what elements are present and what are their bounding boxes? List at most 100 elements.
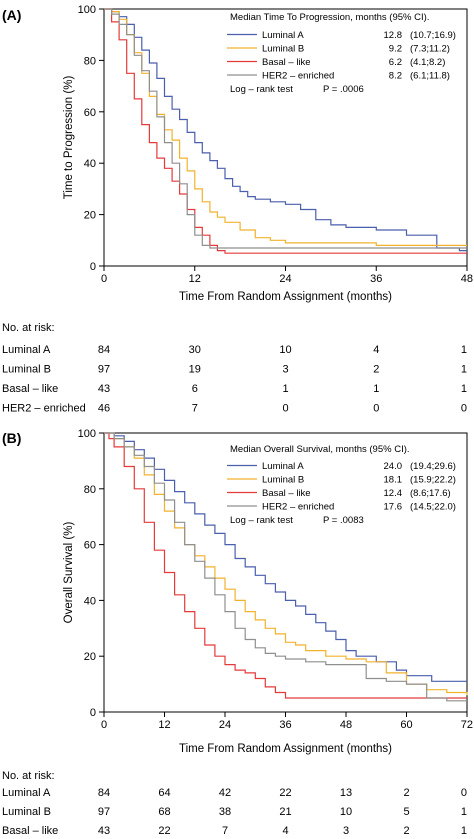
risk-count: 30 <box>189 344 201 356</box>
x-tick-label: 0 <box>101 273 107 285</box>
risk-count: 46 <box>98 403 110 415</box>
series-line-basal-like <box>104 8 467 254</box>
legend-median: 8.2 <box>389 71 402 82</box>
panel-label: (B) <box>2 430 21 446</box>
x-tick-label: 48 <box>340 719 352 731</box>
legend-label: Luminal B <box>262 475 304 486</box>
y-tick-label: 60 <box>84 107 96 119</box>
risk-count: 1 <box>461 344 467 356</box>
y-tick-label: 80 <box>84 484 96 496</box>
legend-label: Basal – like <box>262 57 311 68</box>
y-tick-label: 20 <box>84 210 96 222</box>
risk-count: 0 <box>282 403 288 415</box>
risk-count: 3 <box>343 825 349 837</box>
logrank-p: P = .0006 <box>323 84 364 95</box>
risk-count: 42 <box>219 787 231 799</box>
legend-label: Luminal B <box>262 44 304 55</box>
y-tick-label: 60 <box>84 540 96 552</box>
risk-count: 68 <box>158 806 170 818</box>
y-tick-label: 20 <box>84 651 96 663</box>
logrank-text: Log – rank test <box>230 515 293 526</box>
legend-ci: (15.9;22.2) <box>410 475 456 486</box>
y-tick-label: 80 <box>84 55 96 67</box>
legend-label: Luminal A <box>262 30 304 41</box>
risk-count: 7 <box>192 403 198 415</box>
risk-count: 5 <box>403 806 409 818</box>
risk-count: 3 <box>282 364 288 376</box>
legend-ci: (8.6;17.6) <box>410 488 451 499</box>
risk-count: 1 <box>282 383 288 395</box>
x-tick-label: 12 <box>189 273 201 285</box>
legend-median: 17.6 <box>384 502 403 513</box>
logrank-text: Log – rank test <box>230 84 293 95</box>
x-tick-label: 24 <box>219 719 231 731</box>
risk-count: 10 <box>340 806 352 818</box>
risk-count: 2 <box>403 825 409 837</box>
risk-count: 1 <box>373 383 379 395</box>
risk-count: 13 <box>340 787 352 799</box>
legend-median: 12.8 <box>384 30 403 41</box>
legend-median: 12.4 <box>384 488 403 499</box>
risk-count: 2 <box>403 787 409 799</box>
legend-label: HER2 – enriched <box>262 502 334 513</box>
legend-median: 18.1 <box>384 475 403 486</box>
risk-row-label: Luminal B <box>2 364 51 376</box>
legend-ci: (4.1;8.2) <box>410 57 445 68</box>
risk-count: 43 <box>98 825 110 837</box>
x-tick-label: 72 <box>461 719 473 731</box>
series-line-her2-enriched <box>104 8 467 249</box>
legend-label: HER2 – enriched <box>262 71 334 82</box>
risk-count: 6 <box>192 383 198 395</box>
legend-title: Median Time To Progression, months (95% … <box>230 12 429 23</box>
risk-row-label: Basal – like <box>2 825 58 837</box>
risk-count: 4 <box>373 344 379 356</box>
legend-ci: (14.5;22.0) <box>410 502 456 513</box>
x-tick-label: 48 <box>461 273 473 285</box>
legend-ci: (7.3;11.2) <box>410 44 450 55</box>
risk-count: 1 <box>461 364 467 376</box>
risk-row-label: Basal – like <box>2 383 58 395</box>
risk-count: 0 <box>461 403 467 415</box>
x-tick-label: 60 <box>400 719 412 731</box>
risk-count: 43 <box>98 383 110 395</box>
risk-count: 97 <box>98 806 110 818</box>
legend-ci: (19.4;29.6) <box>410 461 456 472</box>
risk-count: 38 <box>219 806 231 818</box>
risk-count: 0 <box>373 403 379 415</box>
risk-count: 1 <box>461 825 467 837</box>
x-axis-label: Time From Random Assignment (months) <box>179 743 392 755</box>
risk-count: 0 <box>461 787 467 799</box>
y-tick-label: 0 <box>90 707 96 719</box>
risk-count: 7 <box>222 825 228 837</box>
risk-count: 64 <box>158 787 170 799</box>
y-tick-label: 100 <box>78 428 96 440</box>
logrank-p: P = .0083 <box>323 515 364 526</box>
y-tick-label: 40 <box>84 158 96 170</box>
y-axis-label: Time to Progression (%) <box>63 76 75 200</box>
risk-table-title: No. at risk: <box>2 322 55 334</box>
x-tick-label: 36 <box>279 719 291 731</box>
risk-table-title: No. at risk: <box>2 770 55 782</box>
risk-count: 10 <box>279 344 291 356</box>
x-tick-label: 36 <box>370 273 382 285</box>
legend-median: 24.0 <box>384 461 403 472</box>
y-tick-label: 40 <box>84 595 96 607</box>
legend-title: Median Overall Survival, months (95% CI)… <box>230 444 410 455</box>
risk-count: 1 <box>461 383 467 395</box>
legend-ci: (6.1;11.8) <box>410 71 450 82</box>
series-line-luminal-a <box>104 8 467 252</box>
panel-label: (A) <box>2 7 21 23</box>
legend-label: Basal – like <box>262 488 311 499</box>
y-tick-label: 0 <box>90 261 96 273</box>
risk-count: 2 <box>373 364 379 376</box>
risk-count: 19 <box>189 364 201 376</box>
risk-count: 84 <box>98 787 110 799</box>
risk-row-label: Luminal B <box>2 806 51 818</box>
y-tick-label: 100 <box>78 4 96 16</box>
legend-median: 6.2 <box>389 57 402 68</box>
x-tick-label: 24 <box>279 273 291 285</box>
series-line-her2-enriched <box>104 432 467 702</box>
risk-row-label: Luminal A <box>2 344 51 356</box>
x-tick-label: 0 <box>101 719 107 731</box>
